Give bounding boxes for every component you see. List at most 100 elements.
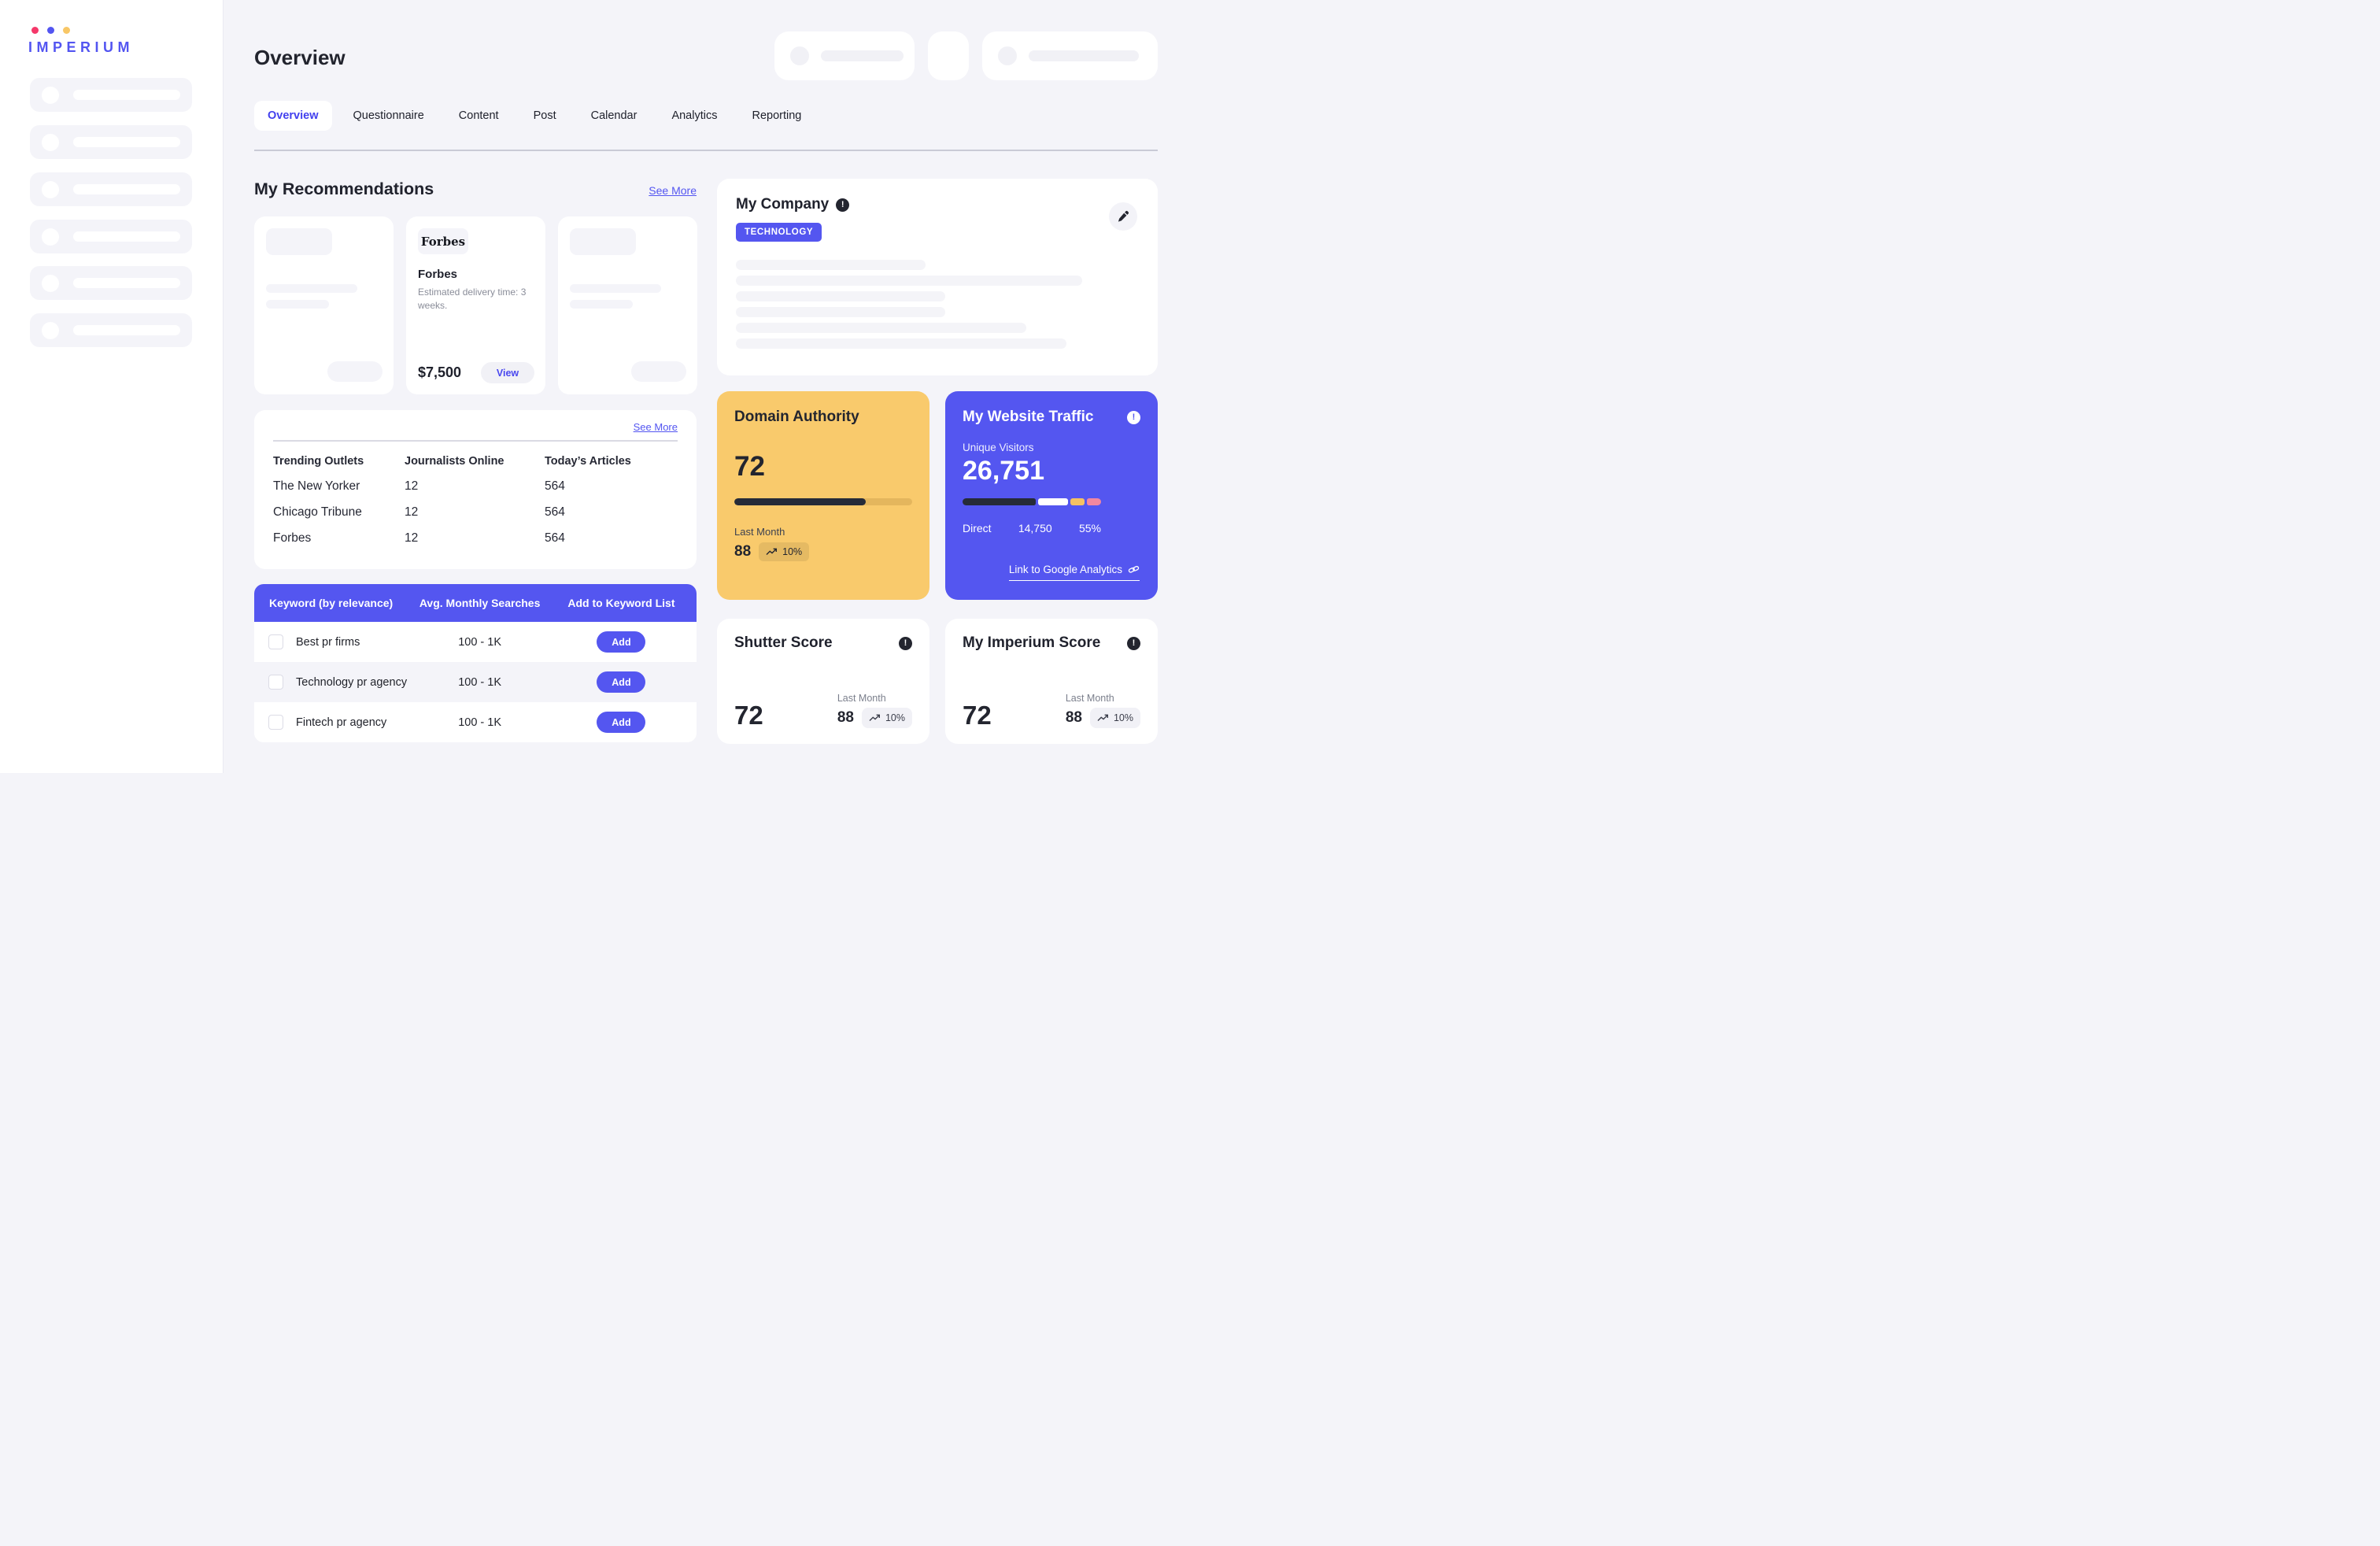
sidebar-item-3[interactable] xyxy=(30,172,192,206)
sidebar-item-icon-placeholder xyxy=(42,86,59,104)
sidebar-item-label-placeholder xyxy=(73,137,180,147)
skeleton-line xyxy=(266,284,357,293)
sidebar-item-2[interactable] xyxy=(30,125,192,159)
shutter-score-card: Shutter Score ! 72 Last Month 88 10% xyxy=(717,619,929,744)
tab-reporting[interactable]: Reporting xyxy=(752,109,802,122)
traffic-bar xyxy=(963,498,1101,505)
brand-logo: IMPERIUM xyxy=(28,27,134,56)
tab-overview[interactable]: Overview xyxy=(254,101,332,131)
domain-authority-title: Domain Authority xyxy=(734,409,859,425)
column-header: Trending Outlets xyxy=(273,454,364,468)
skeleton-line xyxy=(736,338,1066,349)
outlet-logo-placeholder xyxy=(266,228,332,255)
unique-visitors-label: Unique Visitors xyxy=(963,442,1034,453)
outlet-name: Forbes xyxy=(418,268,458,281)
link-icon xyxy=(1128,565,1140,573)
trend-up-icon xyxy=(869,714,880,721)
sidebar-item-icon-placeholder xyxy=(42,274,59,292)
imperium-score-value: 72 xyxy=(963,701,992,730)
outlet-description: Estimated delivery time: 3 weeks. xyxy=(418,287,527,311)
tab-calendar[interactable]: Calendar xyxy=(590,109,638,122)
last-month-label: Last Month xyxy=(1065,693,1114,704)
unique-visitors-value: 26,751 xyxy=(963,456,1044,486)
shutter-score-title: Shutter Score xyxy=(734,634,833,651)
sidebar-item-6[interactable] xyxy=(30,313,192,347)
keyword-table-header: Keyword (by relevance) Avg. Monthly Sear… xyxy=(254,584,697,622)
avatar-placeholder xyxy=(790,46,809,65)
trending-table: Trending Outlets Journalists Online Toda… xyxy=(273,455,678,546)
skeleton-button xyxy=(631,361,686,382)
tab-questionnaire[interactable]: Questionnaire xyxy=(353,109,424,122)
company-description-skeleton xyxy=(736,260,1139,349)
header-widget-1[interactable] xyxy=(774,31,915,80)
header-widgets xyxy=(774,31,1158,80)
industry-tag: TECHNOLOGY xyxy=(736,223,822,242)
skeleton-line xyxy=(736,260,926,270)
last-month-value: 88 xyxy=(734,543,752,560)
divider xyxy=(273,440,678,442)
info-icon[interactable]: ! xyxy=(836,198,850,212)
recommendation-card-skeleton-1 xyxy=(254,216,394,394)
trending-outlets-card: See More Trending Outlets Journalists On… xyxy=(254,410,697,569)
add-keyword-button[interactable]: Add xyxy=(597,631,646,653)
sidebar-item-1[interactable] xyxy=(30,78,192,112)
column-header: Keyword (by relevance) xyxy=(269,597,394,609)
skeleton-line xyxy=(266,300,329,309)
company-title: My Company xyxy=(736,196,830,213)
google-analytics-link[interactable]: Link to Google Analytics xyxy=(1008,564,1140,581)
traffic-segment-segment-3 xyxy=(1070,498,1085,505)
skeleton-line xyxy=(570,284,661,293)
add-keyword-button[interactable]: Add xyxy=(597,671,646,693)
traffic-source-row: Direct 14,750 55% xyxy=(963,522,1101,534)
keyword-row: Technology pr agency 100 - 1K Add xyxy=(254,662,697,702)
column-header: Journalists Online xyxy=(405,454,504,468)
sidebar-item-5[interactable] xyxy=(30,266,192,300)
source-label: Direct xyxy=(963,522,992,534)
last-month-label: Last Month xyxy=(734,526,785,538)
sidebar-item-4[interactable] xyxy=(30,220,192,253)
brand-dots-icon xyxy=(31,27,134,34)
tab-post[interactable]: Post xyxy=(533,109,556,122)
sidebar-item-icon-placeholder xyxy=(42,133,59,151)
traffic-segment-direct xyxy=(963,498,1037,505)
sidebar-item-icon-placeholder xyxy=(42,321,59,339)
traffic-segment-segment-4 xyxy=(1087,498,1101,505)
source-percent: 55% xyxy=(1078,522,1101,534)
column-header: Add to Keyword List xyxy=(567,597,675,609)
table-row: Forbes 12 564 xyxy=(273,531,565,545)
outlet-logo-placeholder xyxy=(570,228,636,255)
recommendation-cards: Forbes Forbes Estimated delivery time: 3… xyxy=(254,216,697,394)
header-widget-3[interactable] xyxy=(982,31,1158,80)
keyword-row: Best pr firms 100 - 1K Add xyxy=(254,622,697,662)
forbes-logo: Forbes xyxy=(418,228,468,254)
shutter-score-value: 72 xyxy=(734,701,763,730)
change-badge: 10% xyxy=(759,542,810,561)
header-widget-2[interactable] xyxy=(928,31,969,80)
traffic-segment-segment-2 xyxy=(1038,498,1069,505)
column-header: Avg. Monthly Searches xyxy=(419,597,541,609)
recommendation-card-forbes[interactable]: Forbes Forbes Estimated delivery time: 3… xyxy=(406,216,545,394)
last-month-label: Last Month xyxy=(837,693,886,704)
keyword-checkbox[interactable] xyxy=(268,675,283,690)
column-header: Today’s Articles xyxy=(545,454,631,468)
view-button[interactable]: View xyxy=(481,362,534,383)
tab-content[interactable]: Content xyxy=(458,109,499,122)
info-icon[interactable]: ! xyxy=(1127,410,1140,424)
last-month-value: 88 xyxy=(837,709,854,726)
table-row: Chicago Tribune 12 564 xyxy=(273,505,565,519)
source-value: 14,750 xyxy=(1018,522,1052,534)
edit-company-button[interactable] xyxy=(1109,202,1137,231)
info-icon[interactable]: ! xyxy=(1127,636,1140,650)
keyword-checkbox[interactable] xyxy=(268,715,283,730)
info-icon[interactable]: ! xyxy=(899,636,912,650)
trending-see-more-link[interactable]: See More xyxy=(633,421,678,433)
tab-analytics[interactable]: Analytics xyxy=(671,109,718,122)
keyword-checkbox[interactable] xyxy=(268,634,283,649)
domain-authority-card: Domain Authority 72 Last Month 88 10% xyxy=(717,391,929,600)
website-traffic-card: My Website Traffic ! Unique Visitors 26,… xyxy=(945,391,1158,600)
recommendations-see-more-link[interactable]: See More xyxy=(649,184,697,197)
domain-authority-progress-fill xyxy=(734,498,867,505)
add-keyword-button[interactable]: Add xyxy=(597,712,646,733)
label-placeholder xyxy=(821,50,904,61)
change-badge: 10% xyxy=(1089,708,1140,728)
